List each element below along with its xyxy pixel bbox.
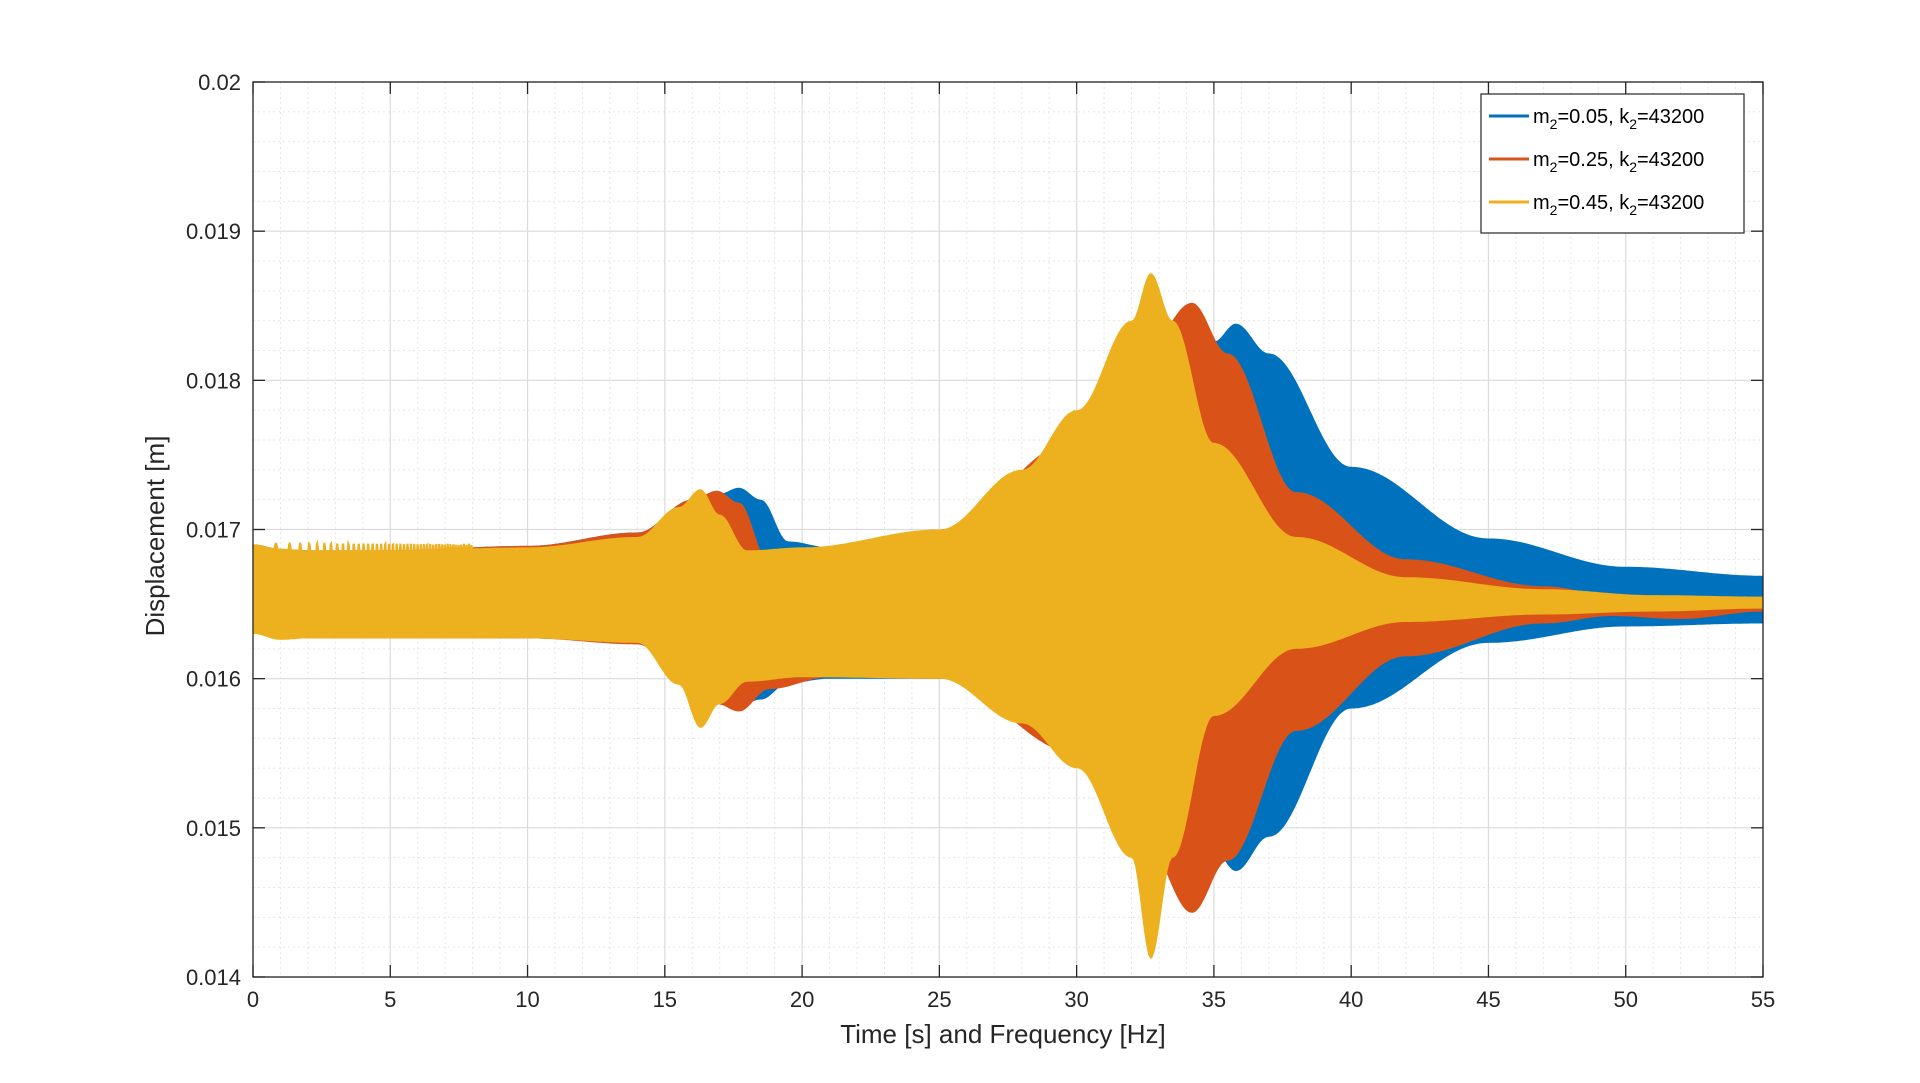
legend-text-part: =43200 xyxy=(1637,149,1704,171)
legend-entry: m2=0.05, k2=43200 xyxy=(1533,106,1704,132)
y-tick-label: 0.015 xyxy=(186,816,241,841)
legend-entry: m2=0.45, k2=43200 xyxy=(1533,192,1704,218)
x-tick-label: 50 xyxy=(1613,987,1637,1012)
legend-subscript: 2 xyxy=(1629,116,1637,132)
y-tick-label: 0.017 xyxy=(186,518,241,543)
legend-subscript: 2 xyxy=(1550,116,1558,132)
legend-text-part: =0.45, k xyxy=(1557,192,1630,214)
x-tick-labels: 0 5 10 15 20 25 30 35 40 45 50 55 xyxy=(247,987,1775,1012)
x-tick-label: 40 xyxy=(1339,987,1363,1012)
x-tick-label: 10 xyxy=(515,987,539,1012)
legend-text-part: =43200 xyxy=(1637,106,1704,128)
legend-text-part: =0.25, k xyxy=(1557,149,1630,171)
x-tick-label: 30 xyxy=(1064,987,1088,1012)
legend-subscript: 2 xyxy=(1629,202,1637,218)
x-tick-label: 45 xyxy=(1476,987,1500,1012)
y-tick-label: 0.019 xyxy=(186,219,241,244)
legend-text-part: m xyxy=(1533,149,1550,171)
x-tick-label: 15 xyxy=(653,987,677,1012)
legend-subscript: 2 xyxy=(1550,159,1558,175)
legend-text-part: =0.05, k xyxy=(1557,106,1630,128)
y-tick-label: 0.018 xyxy=(186,368,241,393)
y-tick-labels: 0.014 0.015 0.016 0.017 0.018 0.019 0.02 xyxy=(186,70,241,990)
legend-text-part: =43200 xyxy=(1637,192,1704,214)
x-tick-label: 25 xyxy=(927,987,951,1012)
y-tick-label: 0.02 xyxy=(198,70,241,95)
x-axis-label: Time [s] and Frequency [Hz] xyxy=(840,1019,1166,1049)
x-tick-label: 0 xyxy=(247,987,259,1012)
x-tick-label: 5 xyxy=(384,987,396,1012)
legend-text-part: m xyxy=(1533,106,1550,128)
x-tick-label: 55 xyxy=(1751,987,1775,1012)
series-layer xyxy=(251,273,1763,959)
y-tick-label: 0.014 xyxy=(186,965,241,990)
legend-text-part: m xyxy=(1533,192,1550,214)
y-axis-label: Displacement [m] xyxy=(140,436,170,637)
axis-ticks xyxy=(252,81,1764,978)
series-band-3 xyxy=(253,273,1763,959)
legend-subscript: 2 xyxy=(1629,159,1637,175)
series-line-3 xyxy=(251,539,474,639)
x-tick-label: 20 xyxy=(790,987,814,1012)
legend-entry: m2=0.25, k2=43200 xyxy=(1533,149,1704,175)
x-tick-label: 35 xyxy=(1202,987,1226,1012)
legend-subscript: 2 xyxy=(1550,202,1558,218)
y-tick-label: 0.016 xyxy=(186,667,241,692)
